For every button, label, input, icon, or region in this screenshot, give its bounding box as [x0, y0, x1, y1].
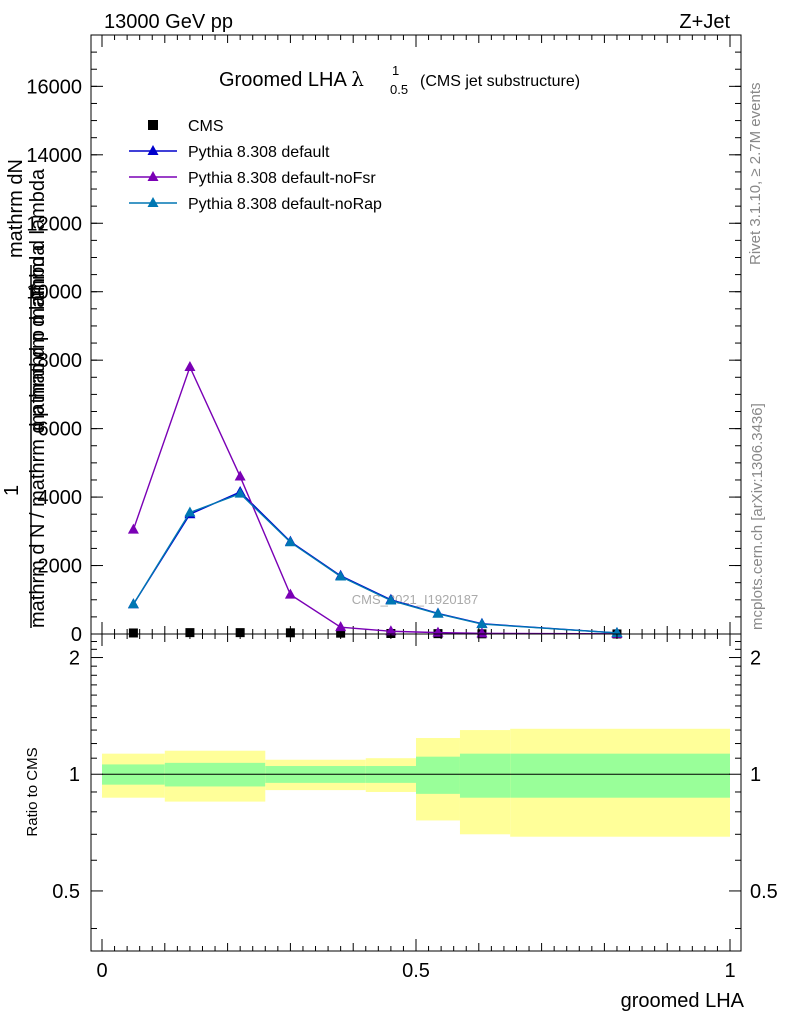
y-tick-label: 12000: [26, 213, 82, 235]
data-point-noRap: [432, 607, 444, 618]
data-point-cms: [336, 628, 346, 638]
main-plot-panel: 0 2000 4000 6000 8000 10000 12000 14000 16000 CM…: [26, 34, 742, 646]
data-point-noRap: [234, 487, 246, 498]
data-point-noFsr: [335, 621, 347, 632]
legend-label: Pythia 8.308 default: [188, 144, 330, 161]
svg-text:Groomed LHA λ: Groomed LHA λ: [219, 67, 364, 91]
uncertainty-band-inner: [510, 753, 730, 798]
data-point-cms: [285, 628, 295, 638]
legend-marker: [147, 171, 159, 181]
plot-title: Groomed LHA λ 1 0.5 (CMS jet substructur…: [219, 63, 580, 97]
y-tick-label: 4000: [38, 487, 83, 509]
ylabel-top: mathrm dN: [5, 159, 27, 258]
data-point-cms: [185, 628, 195, 638]
rivet-label: Rivet 3.1.10, ≥ 2.7M events: [747, 83, 764, 266]
data-point-noFsr: [284, 588, 296, 599]
title-main: Groomed LHA: [219, 69, 347, 91]
ratio-y-tick-label: 2: [69, 648, 80, 670]
ratio-y-tick-label-right: 2: [750, 648, 761, 670]
title-note: (CMS jet substructure): [420, 73, 580, 90]
y-tick-label: 10000: [26, 282, 82, 304]
legend-item-noRap: Pythia 8.308 default-noRap: [129, 196, 382, 213]
main-ylabel: mathrm dN mathrm d p mathrm d lambda 1 m…: [1, 159, 49, 628]
legend: CMS Pythia 8.308 default Pythia 8.308 defa…: [129, 118, 382, 213]
mcplots-label: mcplots.cern.ch [arXiv:1306.3436]: [749, 403, 766, 630]
ratio-y-tick-label-right: 1: [750, 764, 761, 786]
y-tick-label: 8000: [38, 350, 83, 372]
data-point-noRap: [335, 570, 347, 581]
data-point-noRap: [284, 536, 296, 547]
y-tick-label: 0: [71, 624, 82, 646]
ratio-y-tick-label: 0.5: [52, 881, 80, 903]
data-point-noRap: [385, 594, 397, 605]
y-tick-label: 6000: [38, 419, 83, 441]
data-point-cms: [128, 628, 138, 638]
y-tick-label: 16000: [26, 76, 82, 98]
x-tick-label: 1: [724, 960, 735, 982]
ratio-plot-panel: 0.5 0.5 1 1 2 2 0 0.5 1 Ratio to CMS: [24, 633, 778, 982]
data-point-noFsr: [184, 361, 196, 372]
ratio-y-tick-label: 1: [69, 764, 80, 786]
legend-marker: [148, 120, 158, 130]
data-point-noFsr: [127, 523, 139, 534]
series-line-noRap: [132, 492, 618, 634]
legend-item-cms: CMS: [148, 118, 224, 135]
process-label: Z+Jet: [679, 11, 730, 33]
title-sup: 1: [392, 63, 399, 78]
data-point-noRap: [184, 506, 196, 517]
legend-item-noFsr: Pythia 8.308 default-noFsr: [129, 170, 376, 187]
energy-label: 13000 GeV pp: [104, 11, 233, 33]
x-tick-label: 0.5: [402, 960, 430, 982]
x-tick-label: 0: [96, 960, 107, 982]
ylabel-one: 1: [1, 485, 23, 496]
data-point-cms: [235, 628, 245, 638]
ratio-ylabel: Ratio to CMS: [24, 747, 41, 836]
legend-marker: [147, 145, 159, 155]
data-point-noRap: [476, 618, 488, 629]
x-axis-label: groomed LHA: [621, 990, 745, 1012]
ratio-y-tick-label-right: 0.5: [750, 881, 778, 903]
legend-label: CMS: [188, 118, 224, 135]
legend-label: Pythia 8.308 default-noFsr: [188, 170, 376, 187]
title-lambda: λ: [351, 67, 364, 91]
ylabel-bottom: mathrm d N / mathrm d p mathrm d lambda: [27, 244, 49, 628]
legend-label: Pythia 8.308 default-noRap: [188, 196, 382, 213]
y-tick-label: 2000: [38, 556, 83, 578]
series-line-default: [132, 491, 618, 634]
title-sub: 0.5: [390, 82, 408, 97]
series-noRap: [127, 487, 623, 637]
y-tick-label: 14000: [26, 145, 82, 167]
data-point-noFsr: [385, 625, 397, 636]
uncertainty-band-inner: [416, 756, 460, 794]
ylabel-lower: mathrm d p mathrm d lambda: [27, 168, 49, 431]
analysis-watermark: CMS_2021_I1920187: [352, 592, 479, 607]
data-point-noRap: [127, 598, 139, 609]
uncertainty-band-inner: [459, 753, 511, 798]
legend-marker: [147, 197, 159, 207]
legend-item-default: Pythia 8.308 default: [129, 144, 330, 161]
data-point-noFsr: [234, 470, 246, 481]
